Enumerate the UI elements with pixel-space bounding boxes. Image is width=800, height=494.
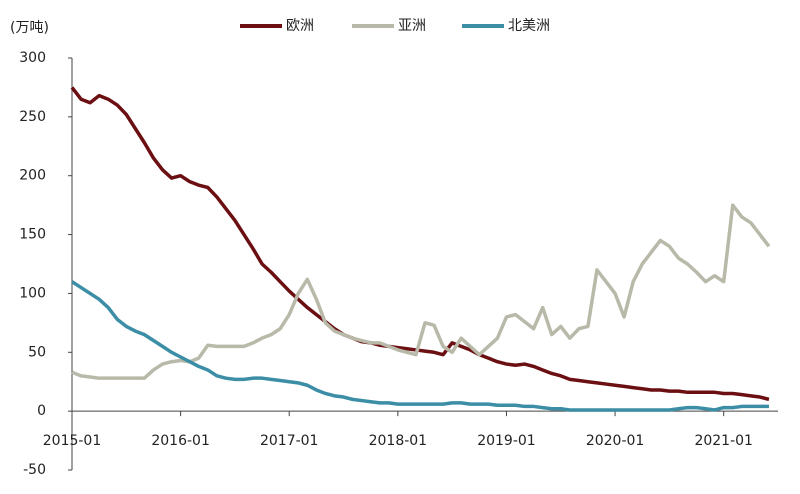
y-tick-label: -50: [23, 462, 46, 478]
legend-label: 北美洲: [508, 18, 550, 34]
legend-label: 亚洲: [398, 18, 426, 34]
y-tick-label: 0: [37, 403, 46, 419]
x-tick-label: 2021-01: [694, 433, 753, 449]
y-axis-label: (万吨): [10, 20, 49, 36]
x-tick-label: 2018-01: [369, 433, 428, 449]
x-tick-label: 2019-01: [477, 433, 536, 449]
x-tick-label: 2016-01: [151, 433, 210, 449]
x-tick-label: 2020-01: [586, 433, 645, 449]
y-tick-label: 250: [19, 109, 46, 125]
y-tick-label: 200: [19, 168, 46, 184]
y-tick-label: 300: [19, 50, 46, 66]
series-line: [70, 86, 770, 402]
series-line: [71, 280, 769, 412]
legend-label: 欧洲: [286, 18, 314, 34]
y-tick-label: 150: [19, 227, 46, 243]
y-tick-label: 50: [28, 344, 46, 360]
x-tick-label: 2015-01: [43, 433, 102, 449]
y-tick-label: 100: [19, 285, 46, 301]
x-tick-label: 2017-01: [260, 433, 319, 449]
